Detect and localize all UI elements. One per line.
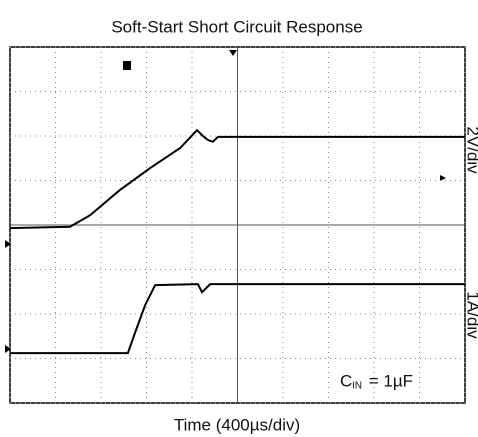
- ground-marker: [5, 240, 11, 248]
- x-axis-label: Time (400µs/div): [174, 415, 300, 434]
- trace: [10, 283, 465, 355]
- trigger-level: [440, 175, 446, 181]
- ground-marker: [5, 345, 11, 353]
- trigger-position: [229, 50, 237, 56]
- trace-label: 2V/div: [464, 126, 478, 174]
- annotation-text: = 1µF: [364, 371, 413, 390]
- trigger-icon: [123, 61, 131, 70]
- chart-title: Soft-Start Short Circuit Response: [111, 17, 362, 36]
- annotation-subscript: IN: [352, 381, 362, 392]
- trace-label: 1A/div: [464, 291, 478, 339]
- annotation: C IN = 1µF: [340, 371, 413, 391]
- annotation-symbol: C: [340, 371, 352, 390]
- trace: [9, 128, 465, 230]
